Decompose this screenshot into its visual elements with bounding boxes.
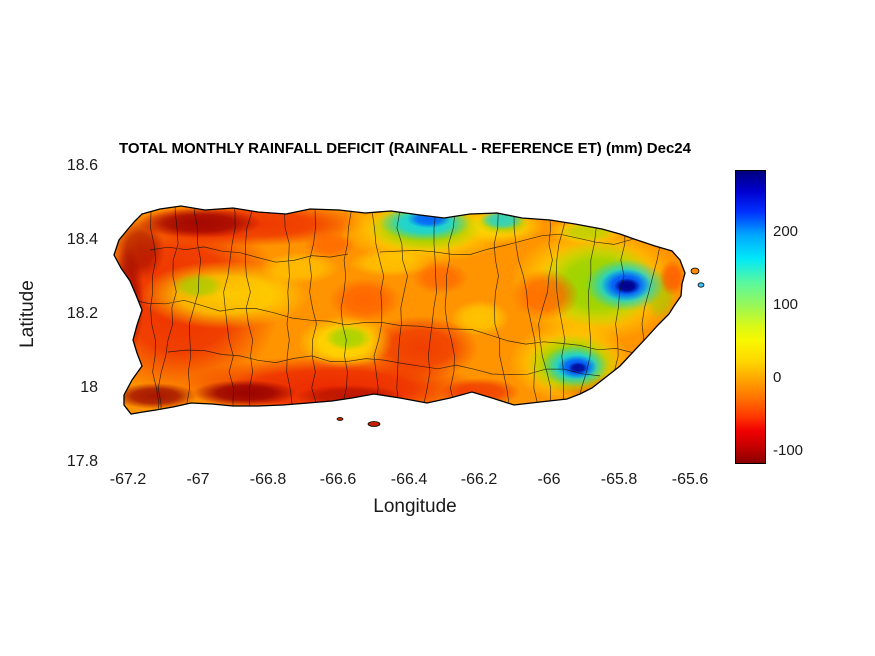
- x-tick-label: -65.6: [671, 471, 709, 488]
- colorbar-tick-label: -100: [773, 442, 804, 459]
- x-tick-label: -66.6: [319, 471, 357, 488]
- x-tick-label: -66.2: [460, 471, 498, 488]
- x-tick-label: -65.8: [600, 471, 638, 488]
- islet: [690, 267, 700, 275]
- colorbar-tick-label: 100: [773, 296, 799, 313]
- x-axis-label: Longitude: [373, 496, 457, 517]
- x-tick-label: -66: [537, 471, 561, 488]
- x-tick-label: -66.8: [249, 471, 287, 488]
- x-tick-label: -67: [186, 471, 210, 488]
- y-tick-label: 17.8: [66, 453, 98, 470]
- x-tick-label: -67.2: [109, 471, 147, 488]
- colorbar-tick-label: 200: [773, 223, 799, 240]
- colorbar: [735, 170, 766, 464]
- islet: [336, 417, 344, 421]
- islet: [697, 282, 705, 288]
- municipality-boundaries: [114, 206, 685, 414]
- y-tick-label: 18: [80, 379, 98, 396]
- y-tick-label: 18.6: [66, 157, 98, 174]
- x-tick-label: -66.4: [390, 471, 428, 488]
- island-outline: [113, 205, 686, 415]
- y-tick-label: 18.4: [66, 231, 98, 248]
- islet: [367, 421, 381, 427]
- chart-title: TOTAL MONTHLY RAINFALL DEFICIT (RAINFALL…: [119, 140, 691, 157]
- colorbar-tick-label: 0: [773, 369, 782, 386]
- island-fill: [114, 206, 685, 414]
- y-tick-label: 18.2: [66, 305, 98, 322]
